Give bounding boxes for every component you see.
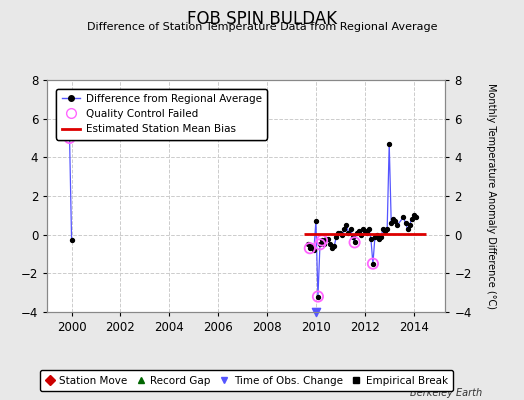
Point: [314, 293, 322, 300]
Point: [322, 235, 330, 242]
Point: [353, 230, 361, 236]
Point: [316, 241, 324, 248]
Point: [354, 228, 363, 234]
Point: [336, 230, 345, 236]
Point: [377, 234, 385, 240]
Point: [338, 232, 346, 238]
Point: [310, 247, 318, 253]
Point: [369, 260, 377, 267]
Legend: Station Move, Record Gap, Time of Obs. Change, Empirical Break: Station Move, Record Gap, Time of Obs. C…: [39, 370, 453, 391]
Point: [66, 135, 74, 141]
Point: [361, 228, 369, 234]
Point: [381, 228, 389, 234]
Point: [358, 226, 367, 232]
Point: [369, 260, 377, 267]
Point: [66, 135, 74, 141]
Point: [401, 220, 410, 226]
Point: [393, 222, 401, 228]
Point: [409, 212, 418, 218]
Text: Difference of Station Temperature Data from Regional Average: Difference of Station Temperature Data f…: [87, 22, 437, 32]
Point: [340, 226, 348, 232]
Text: Berkeley Earth: Berkeley Earth: [410, 388, 482, 398]
Point: [373, 232, 381, 238]
Point: [330, 243, 339, 250]
Point: [344, 230, 353, 236]
Point: [399, 214, 408, 220]
Point: [363, 230, 371, 236]
Point: [342, 222, 351, 228]
Point: [365, 226, 373, 232]
Point: [387, 220, 396, 226]
Legend: Difference from Regional Average, Quality Control Failed, Estimated Station Mean: Difference from Regional Average, Qualit…: [57, 89, 267, 140]
Point: [371, 234, 379, 240]
Point: [328, 245, 336, 252]
Point: [305, 245, 314, 252]
Point: [389, 216, 398, 222]
Point: [403, 226, 412, 232]
Point: [303, 241, 312, 248]
Point: [68, 237, 76, 244]
Y-axis label: Monthly Temperature Anomaly Difference (°C): Monthly Temperature Anomaly Difference (…: [486, 83, 496, 309]
Point: [356, 232, 365, 238]
Point: [318, 237, 326, 244]
Point: [334, 230, 343, 236]
Point: [326, 241, 334, 248]
Point: [375, 235, 383, 242]
Point: [385, 141, 394, 147]
Point: [408, 216, 416, 222]
Point: [316, 241, 324, 248]
Point: [312, 218, 320, 224]
Point: [318, 237, 326, 244]
Point: [351, 239, 359, 246]
Point: [312, 309, 320, 315]
Point: [383, 226, 391, 232]
Point: [348, 234, 357, 240]
Point: [308, 243, 316, 250]
Point: [332, 234, 341, 240]
Point: [411, 214, 420, 220]
Point: [320, 241, 328, 248]
Point: [324, 235, 332, 242]
Point: [406, 222, 414, 228]
Point: [391, 218, 399, 224]
Point: [305, 245, 314, 252]
Text: FOB SPIN BULDAK: FOB SPIN BULDAK: [187, 10, 337, 28]
Point: [346, 226, 355, 232]
Point: [379, 226, 387, 232]
Point: [367, 235, 375, 242]
Point: [351, 239, 359, 246]
Point: [314, 293, 322, 300]
